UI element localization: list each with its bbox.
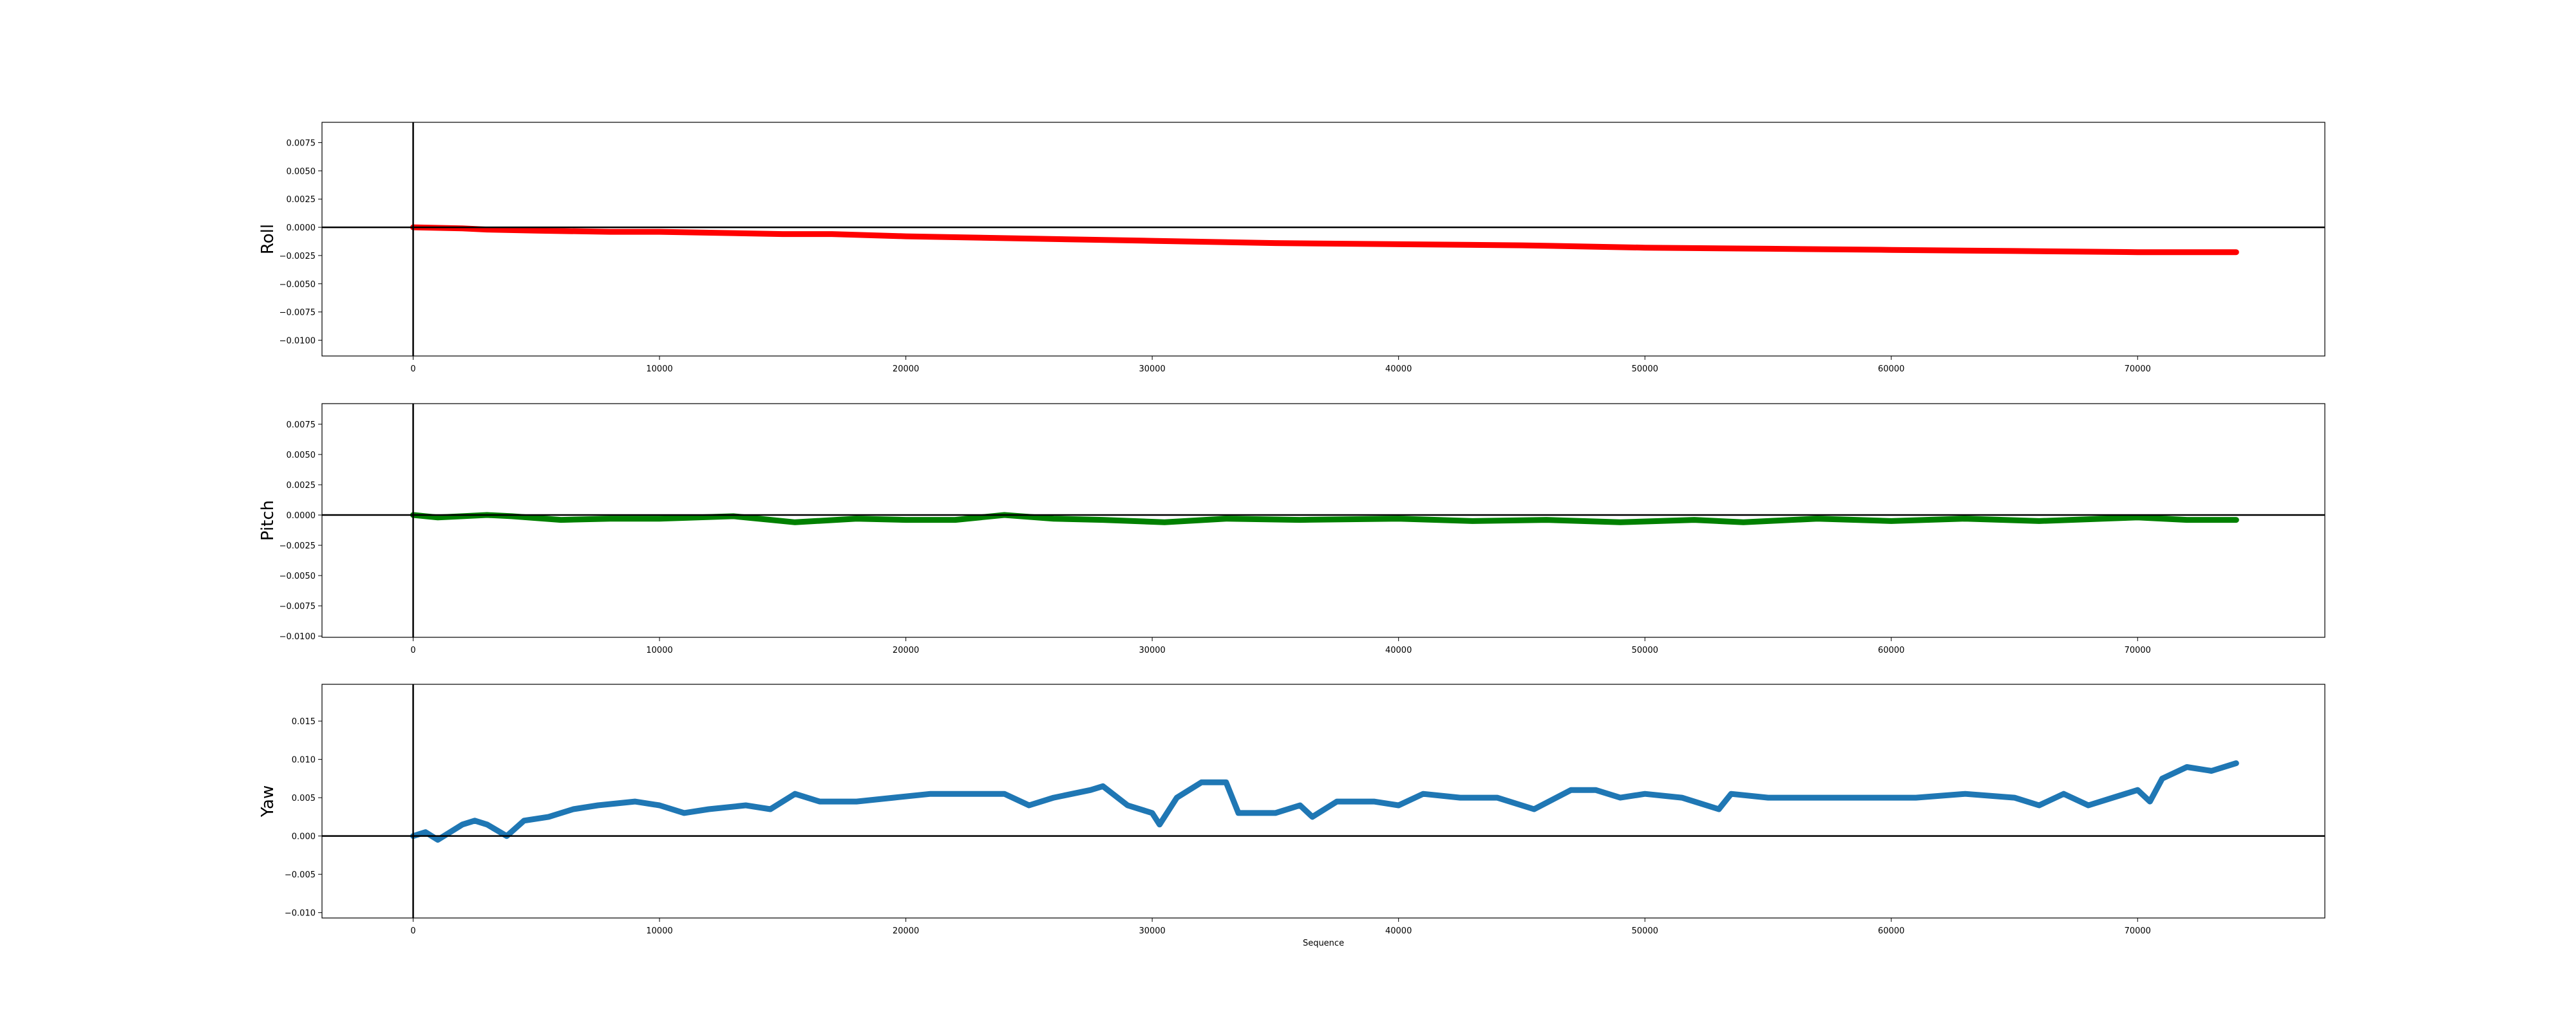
y-axis-label: Yaw bbox=[258, 785, 278, 818]
x-tick-label: 20000 bbox=[893, 646, 919, 655]
x-tick-label: 20000 bbox=[893, 364, 919, 374]
x-tick-label: 0 bbox=[410, 926, 415, 936]
y-tick-label: −0.0050 bbox=[279, 572, 316, 581]
roll-subplot: 0 10000 20000 30000 40000 50000 60000 70000 0.00… bbox=[258, 122, 2325, 374]
y-tick-label: 0.015 bbox=[292, 717, 316, 727]
x-tick-label: 10000 bbox=[646, 926, 672, 936]
y-tick-label: −0.005 bbox=[285, 870, 316, 880]
x-tick-label: 40000 bbox=[1385, 926, 1412, 936]
x-tick-label: 40000 bbox=[1385, 364, 1412, 374]
series-line-0 bbox=[410, 760, 2239, 843]
x-tick-label: 60000 bbox=[1878, 926, 1904, 936]
series-line-0 bbox=[410, 224, 2239, 256]
x-axis-label: Sequence bbox=[1303, 939, 1344, 948]
y-tick-label: −0.0075 bbox=[279, 602, 316, 612]
axes-frame bbox=[321, 684, 2325, 919]
y-tick-label: 0.005 bbox=[292, 794, 316, 803]
y-tick-label: 0.0050 bbox=[287, 451, 316, 460]
x-tick-label: 50000 bbox=[1632, 926, 1658, 936]
x-tick-label: 0 bbox=[410, 364, 415, 374]
y-tick-label: 0.0000 bbox=[287, 223, 316, 233]
y-tick-label: −0.0025 bbox=[279, 541, 316, 551]
x-tick-label: 70000 bbox=[2125, 646, 2151, 655]
y-tick-label: 0.0025 bbox=[287, 195, 316, 205]
y-tick-label: −0.0100 bbox=[279, 632, 316, 642]
y-axis-label: Pitch bbox=[258, 500, 278, 541]
y-tick-label: 0.0025 bbox=[287, 481, 316, 491]
y-tick-label: −0.0025 bbox=[279, 252, 316, 261]
y-tick-label: −0.010 bbox=[285, 909, 316, 919]
y-tick-label: −0.0050 bbox=[279, 280, 316, 290]
y-tick-label: 0.0050 bbox=[287, 167, 316, 176]
x-tick-label: 40000 bbox=[1385, 646, 1412, 655]
x-tick-label: 50000 bbox=[1632, 646, 1658, 655]
series-line-0 bbox=[410, 512, 2239, 525]
y-tick-label: 0.0075 bbox=[287, 139, 316, 149]
y-tick-label: −0.0075 bbox=[279, 308, 316, 318]
yaw-subplot: 0 10000 20000 30000 40000 50000 60000 70000 0.01… bbox=[258, 684, 2325, 948]
x-tick-label: 60000 bbox=[1878, 646, 1904, 655]
y-tick-label: 0.0075 bbox=[287, 420, 316, 430]
y-tick-label: −0.0100 bbox=[279, 336, 316, 346]
x-tick-label: 50000 bbox=[1632, 364, 1658, 374]
x-tick-label: 0 bbox=[410, 646, 415, 655]
x-tick-label: 70000 bbox=[2125, 926, 2151, 936]
y-axis-label: Roll bbox=[258, 224, 278, 254]
x-tick-label: 10000 bbox=[646, 646, 672, 655]
axes-frame bbox=[321, 403, 2325, 638]
y-tick-label: 0.0000 bbox=[287, 511, 316, 521]
x-tick-label: 30000 bbox=[1139, 926, 1165, 936]
x-tick-label: 10000 bbox=[646, 364, 672, 374]
x-tick-label: 60000 bbox=[1878, 364, 1904, 374]
pitch-subplot: 0 10000 20000 30000 40000 50000 60000 70000 0.00… bbox=[258, 403, 2325, 655]
y-tick-label: 0.010 bbox=[292, 756, 316, 765]
x-tick-label: 30000 bbox=[1139, 364, 1165, 374]
x-tick-label: 30000 bbox=[1139, 646, 1165, 655]
x-tick-label: 70000 bbox=[2125, 364, 2151, 374]
x-tick-label: 20000 bbox=[893, 926, 919, 936]
axes-frame bbox=[321, 122, 2325, 357]
y-tick-label: 0.000 bbox=[292, 832, 316, 842]
